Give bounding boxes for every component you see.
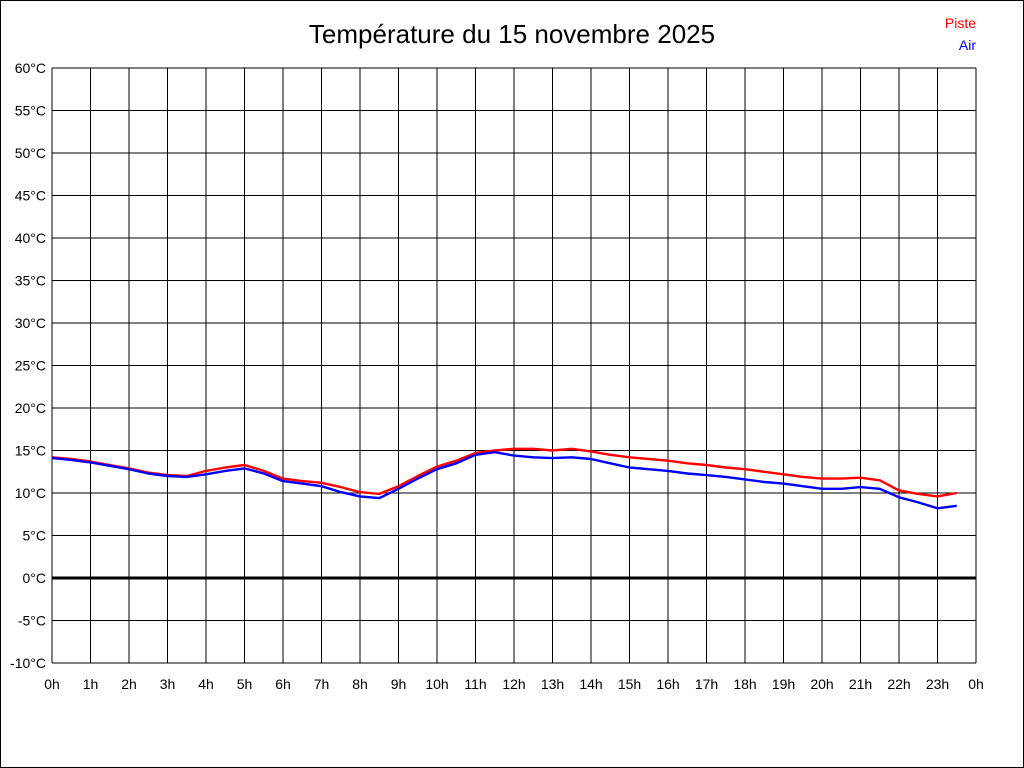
x-axis-tick-label: 0h [968,676,984,692]
x-axis-tick-label: 2h [121,676,137,692]
x-axis-tick-label: 18h [733,676,756,692]
x-axis-tick-label: 3h [160,676,176,692]
x-axis-tick-label: 13h [541,676,564,692]
y-axis-tick-label: 5°C [23,528,47,544]
x-axis-tick-label: 14h [579,676,602,692]
x-axis-tick-label: 5h [237,676,253,692]
x-axis-tick-label: 1h [83,676,99,692]
chart-title: Température du 15 novembre 2025 [308,19,716,49]
y-axis-tick-label: 45°C [15,188,46,204]
x-axis-tick-label: 15h [618,676,641,692]
x-axis-tick-label: 17h [695,676,718,692]
y-axis-tick-label: -10°C [10,655,46,671]
legend-item-air: Air [958,37,976,53]
chart-legend: Piste Air [945,12,976,56]
y-axis-tick-label: 35°C [15,273,46,289]
series-line-air [51,451,957,510]
y-axis-tick-label: 25°C [15,358,46,374]
x-axis-tick-label: 0h [44,676,60,692]
x-axis-tick-label: 8h [352,676,368,692]
x-axis-tick-label: 6h [275,676,291,692]
x-axis-tick-label: 20h [810,676,833,692]
x-axis-tick-label: 11h [464,676,486,692]
y-axis-tick-label: 20°C [15,400,46,416]
x-axis-tick-label: 12h [502,676,525,692]
y-axis-tick-label: -5°C [18,613,46,629]
y-axis-tick-label: 10°C [15,485,46,501]
x-axis-tick-label: 23h [926,676,949,692]
x-axis-tick-label: 19h [772,676,795,692]
x-axis-tick-label: 21h [849,676,872,692]
x-axis-tick-label: 16h [656,676,679,692]
y-axis-tick-label: 40°C [15,230,46,246]
y-axis-tick-label: 55°C [15,103,46,119]
series-line-piste [51,447,958,498]
x-axis-tick-label: 9h [391,676,407,692]
x-axis-tick-label: 10h [425,676,448,692]
x-axis-tick-label: 4h [198,676,214,692]
y-axis-tick-label: 60°C [15,60,46,76]
y-axis-tick-label: 30°C [15,315,46,331]
legend-item-piste: Piste [944,15,976,31]
y-axis-tick-label: 50°C [15,145,46,161]
x-axis-tick-label: 22h [887,676,910,692]
y-axis-tick-label: 0°C [23,570,47,586]
x-axis-tick-label: 7h [314,676,330,692]
y-axis-tick-label: 15°C [15,443,46,459]
